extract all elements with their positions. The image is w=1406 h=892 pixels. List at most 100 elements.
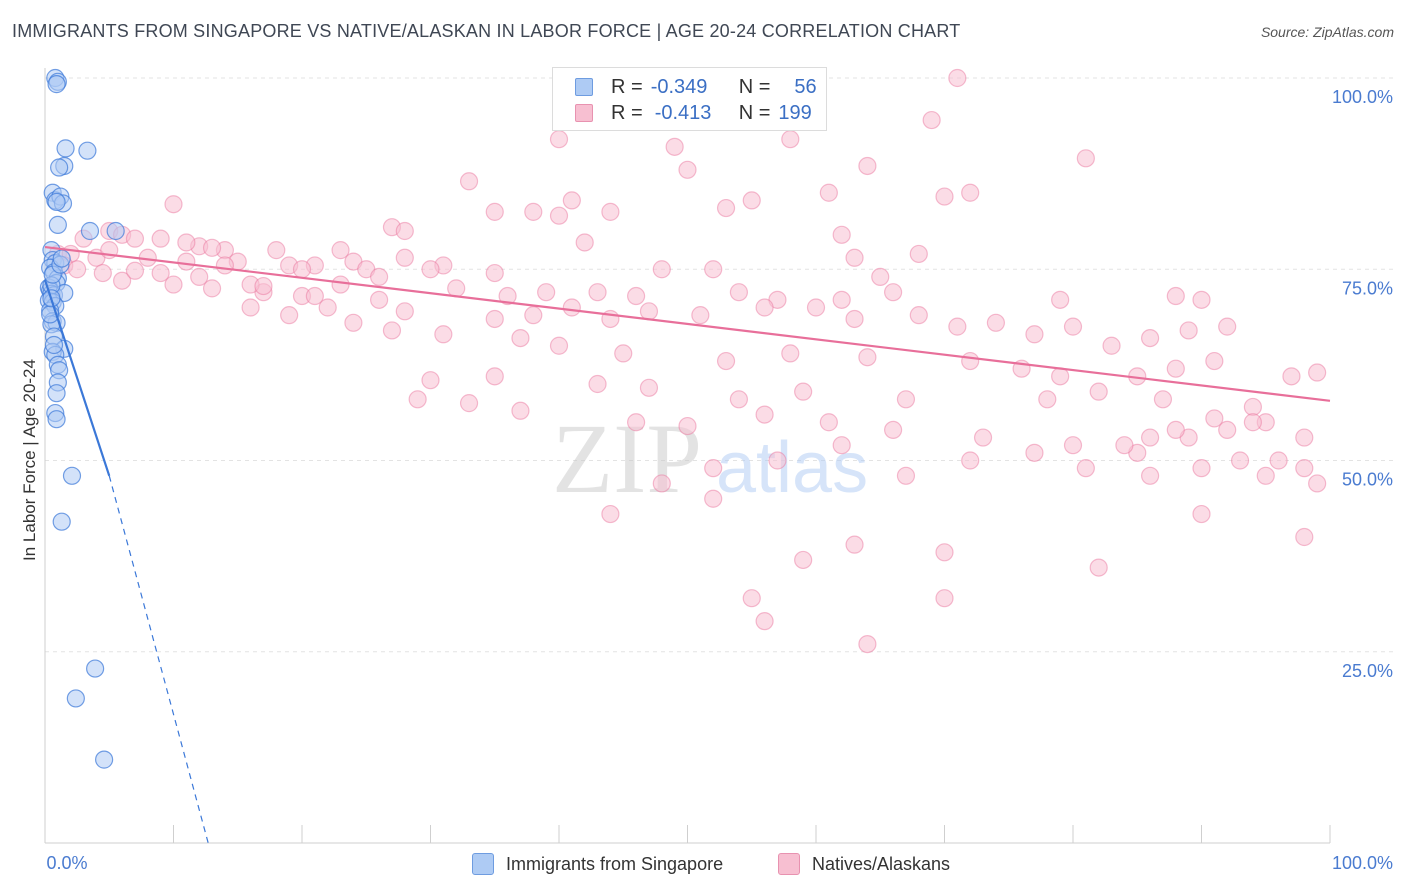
natives-point — [781, 130, 800, 149]
natives-point — [177, 233, 196, 252]
legend-swatch-singapore — [472, 853, 494, 875]
y-tick-label: 75.0% — [1342, 278, 1393, 298]
natives-point — [729, 283, 749, 302]
natives-point — [832, 436, 851, 455]
legend-swatch-natives — [778, 853, 800, 875]
natives-point — [459, 172, 479, 191]
natives-point — [1089, 558, 1108, 577]
natives-point — [704, 260, 723, 279]
natives-point — [524, 306, 543, 325]
natives-point — [1179, 428, 1198, 447]
natives-point — [1153, 390, 1173, 409]
chart-title: IMMIGRANTS FROM SINGAPORE VS NATIVE/ALAS… — [12, 21, 961, 41]
natives-point — [202, 238, 222, 257]
legend-row-singapore: R = -0.349 N = 56 — [575, 74, 817, 100]
natives-point — [909, 244, 928, 264]
natives-point — [215, 256, 234, 275]
natives-point — [1282, 367, 1301, 386]
natives-point — [896, 466, 916, 485]
natives-point — [1179, 321, 1198, 340]
legend-r-label: R = — [611, 75, 643, 98]
natives-point — [973, 428, 993, 447]
natives-point — [344, 313, 363, 332]
series-singapore-points — [39, 68, 125, 769]
singapore-point — [47, 192, 66, 212]
natives-point — [1243, 413, 1263, 432]
natives-point — [1102, 336, 1121, 355]
natives-point — [909, 306, 928, 325]
natives-point — [665, 137, 684, 156]
natives-point — [562, 191, 581, 210]
natives-point — [639, 302, 659, 321]
natives-point — [819, 413, 838, 432]
source-label: Source: ZipAtlas.com — [1260, 24, 1394, 40]
natives-point — [588, 374, 607, 394]
singapore-point — [106, 221, 125, 241]
natives-point — [485, 367, 504, 386]
legend-n-label: N = — [738, 75, 771, 98]
natives-point — [768, 290, 787, 309]
natives-point — [344, 252, 363, 271]
singapore-point — [44, 335, 64, 355]
legend-item-natives[interactable]: Natives/Alaskans — [778, 852, 950, 876]
natives-point — [318, 298, 337, 317]
natives-point — [190, 267, 209, 286]
natives-point — [524, 202, 543, 221]
x-tick-label: 0.0% — [46, 853, 87, 873]
natives-point — [1051, 290, 1070, 309]
natives-point — [125, 229, 145, 248]
natives-point — [1308, 474, 1327, 493]
natives-point — [948, 68, 967, 88]
natives-point — [459, 394, 479, 413]
natives-point — [626, 413, 646, 432]
natives-point — [652, 474, 671, 493]
singapore-point — [47, 410, 66, 429]
natives-point — [614, 344, 633, 363]
natives-point — [1128, 443, 1147, 462]
legend-item-singapore[interactable]: Immigrants from Singapore — [472, 852, 723, 876]
natives-point — [408, 390, 427, 409]
singapore-point — [50, 158, 69, 177]
legend-n-value: 56 — [794, 75, 817, 98]
natives-point — [511, 401, 530, 420]
singapore-point — [78, 141, 97, 160]
natives-point — [1166, 420, 1185, 439]
natives-point — [588, 283, 607, 302]
natives-point — [331, 275, 350, 294]
singapore-point — [66, 689, 85, 708]
natives-point — [1205, 409, 1224, 428]
trend-lines — [43, 245, 1331, 844]
natives-point — [202, 279, 222, 298]
legend-label-singapore: Immigrants from Singapore — [506, 853, 724, 874]
natives-point — [1115, 436, 1134, 455]
legend-n-label: N = — [738, 101, 771, 124]
singapore-point — [86, 659, 105, 678]
natives-point — [755, 405, 774, 424]
singapore-point — [56, 139, 75, 158]
natives-point — [961, 351, 980, 371]
natives-point — [1140, 428, 1160, 447]
y-axis-label: In Labor Force | Age 20-24 — [20, 359, 39, 561]
natives-point — [845, 535, 864, 554]
natives-point — [1166, 286, 1185, 306]
natives-point — [68, 260, 87, 279]
natives-point — [1063, 436, 1083, 455]
natives-point — [883, 420, 903, 439]
natives-point — [549, 336, 569, 355]
natives-point — [1218, 420, 1237, 439]
legend-n-value: 199 — [778, 101, 812, 124]
legend-r-value: -0.413 — [654, 101, 712, 124]
singapore-point — [52, 249, 71, 268]
natives-point — [832, 225, 851, 244]
natives-point — [575, 233, 594, 252]
natives-point — [1140, 466, 1160, 485]
natives-point — [716, 198, 736, 218]
natives-point — [845, 248, 864, 267]
natives-point — [331, 241, 350, 260]
natives-point — [267, 241, 286, 260]
natives-point — [93, 263, 112, 283]
series-natives-points — [48, 68, 1327, 654]
tick-labels: 25.0% 50.0% 75.0% 100.0% 0.0% 100.0% — [46, 87, 1393, 873]
watermark-zip: ZIP — [552, 403, 702, 514]
singapore-point — [62, 466, 82, 485]
